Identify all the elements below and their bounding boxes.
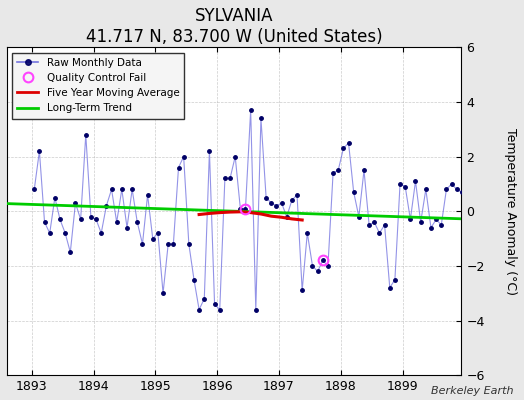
Legend: Raw Monthly Data, Quality Control Fail, Five Year Moving Average, Long-Term Tren: Raw Monthly Data, Quality Control Fail, … <box>12 52 184 118</box>
Title: SYLVANIA
41.717 N, 83.700 W (United States): SYLVANIA 41.717 N, 83.700 W (United Stat… <box>86 7 383 46</box>
Text: Berkeley Earth: Berkeley Earth <box>431 386 514 396</box>
Y-axis label: Temperature Anomaly (°C): Temperature Anomaly (°C) <box>504 128 517 295</box>
